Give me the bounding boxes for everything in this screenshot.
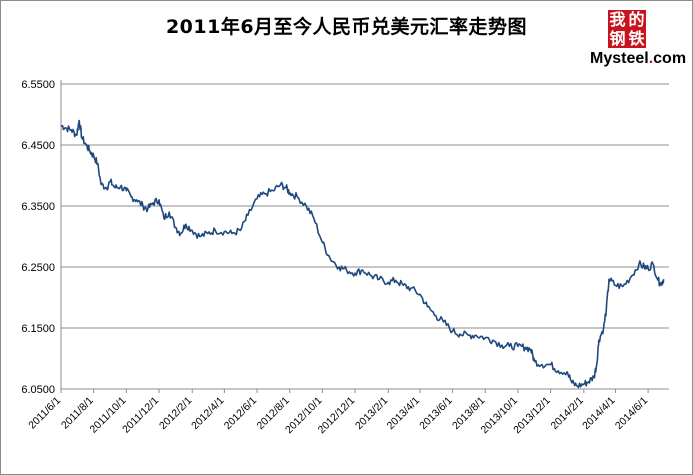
- mysteel-logo: 我 的 钢 铁 Mysteel.com: [590, 10, 686, 70]
- y-axis: 6.5500 6.4500 6.3500 6.2500 6.1500 6.0500: [21, 79, 62, 396]
- logo-word-main: Mysteel: [590, 50, 649, 67]
- logo-char: 铁: [628, 29, 645, 48]
- y-tick-label: 6.3500: [21, 201, 55, 213]
- x-tick-label: 2014/4/1: [580, 395, 617, 432]
- x-tick-label: 2012/2/1: [157, 395, 194, 432]
- chart-title: 2011年6月至今人民币兑美元汇率走势图: [165, 16, 528, 38]
- x-tick-label: 2011/6/1: [26, 395, 63, 432]
- x-tick-label: 2011/12/1: [120, 395, 161, 436]
- logo-char: 的: [628, 10, 645, 29]
- x-tick-label: 2013/4/1: [385, 395, 422, 432]
- logo-word-tld: com: [653, 50, 687, 67]
- series-line: [60, 119, 665, 389]
- y-tick-label: 6.4500: [21, 140, 55, 152]
- y-tick-label: 6.0500: [21, 384, 55, 396]
- logo-char: 钢: [609, 29, 626, 48]
- logo-word-dot: .: [648, 50, 654, 67]
- y-tick-label: 6.5500: [21, 79, 55, 91]
- x-axis: 2011/6/12011/8/12011/10/12011/12/12012/2…: [26, 388, 669, 436]
- gridlines: [61, 83, 669, 390]
- y-tick-label: 6.2500: [21, 262, 55, 274]
- x-tick-label: 2014/2/1: [549, 395, 586, 432]
- logo-char: 我: [609, 10, 626, 29]
- logo-badge: 我 的 钢 铁: [608, 10, 646, 48]
- x-tick-label: 2012/4/1: [189, 395, 226, 432]
- x-tick-label: 2012/6/1: [222, 395, 259, 432]
- x-tick-label: 2013/2/1: [353, 395, 390, 432]
- x-tick-label: 2014/6/1: [613, 395, 650, 432]
- x-tick-label: 2013/6/1: [417, 395, 454, 432]
- y-tick-label: 6.1500: [21, 323, 55, 335]
- logo-wordmark: Mysteel.com: [590, 50, 686, 68]
